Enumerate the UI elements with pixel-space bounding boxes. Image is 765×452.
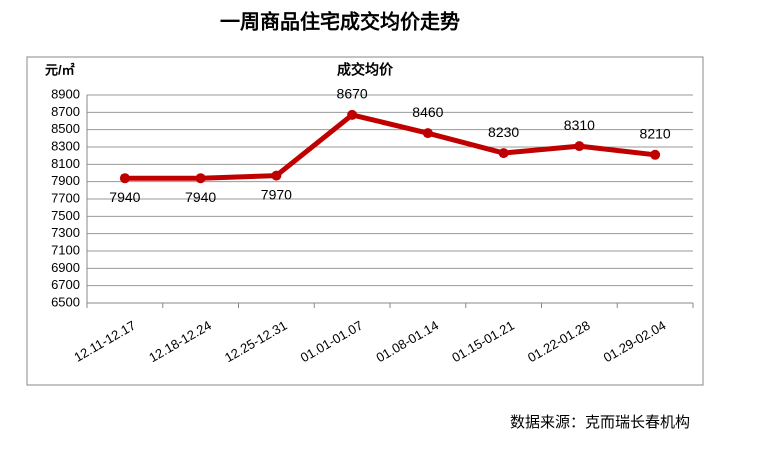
chart-title: 一周商品住宅成交均价走势 <box>220 9 460 33</box>
data-point <box>119 173 130 184</box>
plot-frame <box>26 56 704 386</box>
data-label: 8670 <box>337 86 368 102</box>
data-label: 8230 <box>488 124 519 140</box>
data-point <box>422 128 433 139</box>
y-tick-label: 8100 <box>51 156 80 171</box>
data-point <box>347 109 358 120</box>
x-tick-label: 12.25-12.31 <box>222 318 290 366</box>
x-tick-label: 01.22-01.28 <box>525 318 593 366</box>
data-label: 8310 <box>564 117 595 133</box>
x-tick-label: 01.08-01.14 <box>373 318 441 366</box>
y-tick-label: 7100 <box>51 242 80 257</box>
y-tick-label: 7900 <box>51 173 80 188</box>
y-axis-label: 元/㎡ <box>45 62 75 77</box>
data-point <box>650 149 661 160</box>
data-point <box>574 141 585 152</box>
chart-subtitle: 成交均价 <box>337 62 394 78</box>
source-note: 数据来源：克而瑞长春机构 <box>510 414 690 431</box>
x-tick-label: 12.11-12.17 <box>71 318 138 365</box>
x-tick-label: 01.01-01.07 <box>298 318 366 366</box>
data-label: 7970 <box>261 186 292 202</box>
series-line <box>124 112 656 181</box>
y-tick-label: 8900 <box>51 86 80 101</box>
y-tick-label: 7700 <box>51 190 80 205</box>
data-point <box>271 170 282 181</box>
x-tick-label: 12.18-12.24 <box>146 318 214 366</box>
data-label: 7940 <box>109 189 140 205</box>
data-label: 7940 <box>185 189 216 205</box>
y-tick-label: 6700 <box>51 277 80 292</box>
data-point <box>498 148 509 159</box>
y-tick-label: 8300 <box>51 138 80 153</box>
y-tick-label: 7300 <box>51 225 80 240</box>
data-point <box>195 173 206 184</box>
y-tick-label: 6900 <box>51 260 80 275</box>
x-tick-label: 01.15-01.21 <box>449 318 517 366</box>
y-tick-label: 8700 <box>51 104 80 119</box>
data-label: 8210 <box>640 126 671 142</box>
y-tick-label: 6500 <box>51 294 80 309</box>
y-tick-label: 8500 <box>51 121 80 136</box>
data-label: 8460 <box>412 104 443 120</box>
y-tick-label: 7500 <box>51 208 80 223</box>
x-tick-label: 01.29-02.04 <box>601 318 669 366</box>
